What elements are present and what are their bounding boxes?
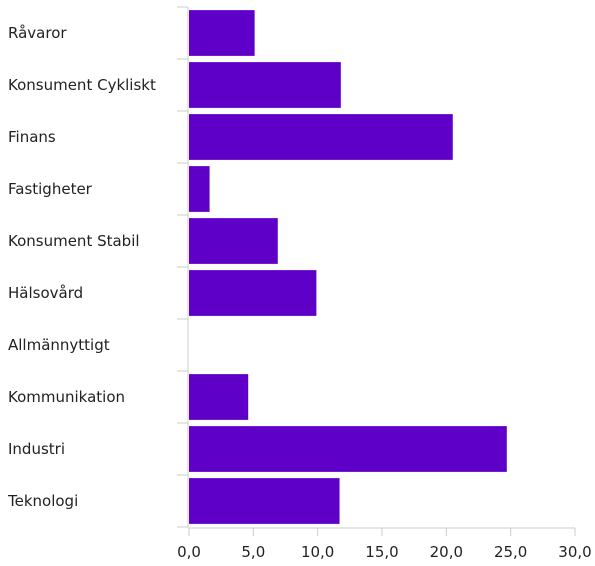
bar [189, 426, 507, 472]
bar [189, 10, 255, 56]
category-label: Konsument Stabil [8, 232, 140, 250]
bar [189, 218, 278, 264]
bar [189, 114, 453, 160]
bar [189, 62, 341, 108]
category-labels: Råvaror Konsument Cykliskt Finans Fastighet… [7, 24, 156, 510]
category-label: Industri [8, 440, 65, 458]
category-label: Konsument Cykliskt [8, 76, 156, 94]
category-label: Teknologi [7, 492, 78, 510]
category-label: Allmännyttigt [8, 336, 110, 354]
x-tick-label: 15,0 [365, 543, 398, 561]
bar [189, 166, 210, 212]
x-tick-label: 10,0 [301, 543, 334, 561]
bar [189, 270, 317, 316]
x-tick-label: 5,0 [241, 543, 265, 561]
bars [189, 10, 507, 524]
x-tick-label: 30,0 [558, 543, 591, 561]
y-axis [177, 6, 189, 528]
category-label: Kommunikation [8, 388, 125, 406]
category-label: Hälsovård [8, 284, 83, 302]
x-tick-label: 0,0 [177, 543, 201, 561]
category-label: Fastigheter [8, 180, 93, 198]
category-label: Finans [8, 128, 56, 146]
category-label: Råvaror [8, 24, 67, 42]
x-tick-label: 20,0 [430, 543, 463, 561]
x-axis: 0,0 5,0 10,0 15,0 20,0 25,0 30,0 [177, 527, 592, 561]
bar [189, 478, 340, 524]
bar [189, 374, 249, 420]
x-tick-label: 25,0 [494, 543, 527, 561]
